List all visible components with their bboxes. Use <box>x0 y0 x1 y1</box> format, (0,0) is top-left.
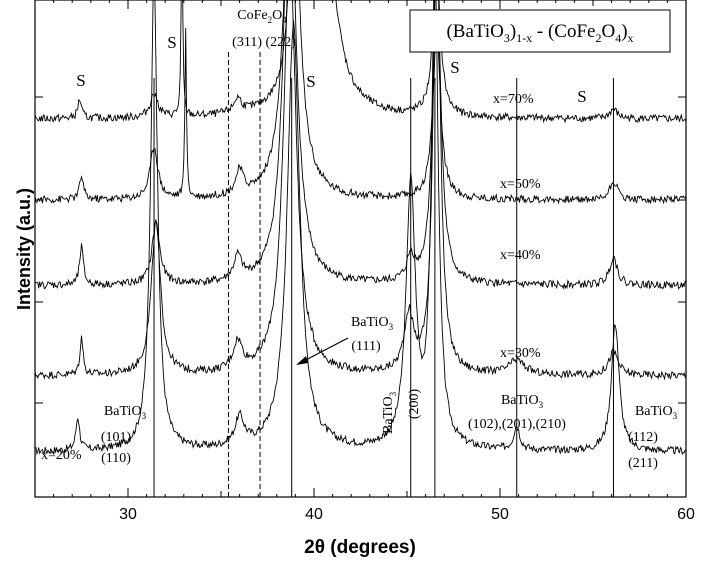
annotation-211: (211) <box>628 456 658 471</box>
annotation-200: (200) <box>407 389 422 420</box>
series-label-70: x=70% <box>493 92 534 107</box>
annotation-102-201-210: (102),(201),(210) <box>468 417 566 432</box>
series-line <box>35 0 686 381</box>
annotation-batio3-200: BaTiO3 <box>381 391 398 434</box>
annotation-110: (110) <box>101 451 131 466</box>
y-axis-label: Intensity (a.u.) <box>14 188 34 310</box>
series-layer <box>35 0 686 456</box>
series-line <box>35 0 686 124</box>
annotation-batio3-111: BaTiO3 <box>351 315 394 332</box>
annotation-s-2: S <box>167 33 176 52</box>
series-line <box>35 0 686 456</box>
series-line <box>35 0 686 290</box>
annotation-s-4: S <box>450 58 459 77</box>
reference-lines <box>153 52 614 497</box>
series-label-20: x=20% <box>41 448 82 463</box>
series-label-40: x=40% <box>500 248 541 263</box>
annotation-111: (111) <box>351 339 381 354</box>
annotation-batio3-102: BaTiO3 <box>501 393 544 410</box>
series-line <box>35 0 686 205</box>
annotation-s-1: S <box>76 71 85 90</box>
annotation-s-5: S <box>577 87 586 106</box>
annotation-cofe2o4: CoFe2O4 <box>237 8 287 25</box>
series-label-50: x=50% <box>500 177 541 192</box>
axis-layer: 30 40 50 60 <box>34 0 695 523</box>
title-box <box>409 9 671 53</box>
x-axis-label: 2θ (degrees) <box>304 537 416 558</box>
series-label-30: x=30% <box>500 346 541 361</box>
x-tick-label: 30 <box>119 506 137 523</box>
annotation-101: (101) <box>101 430 132 445</box>
x-tick-label: 40 <box>305 506 323 523</box>
annotation-s-3: S <box>306 72 315 91</box>
x-tick-label: 50 <box>491 506 509 523</box>
annotation-arrow-111 <box>299 337 349 364</box>
annotation-batio3-112: BaTiO3 <box>635 404 678 421</box>
annotation-arrowhead-111 <box>296 356 308 365</box>
chart-title: (BaTiO3)1-x - (CoFe2O4)x <box>446 21 633 45</box>
annotation-112: (112) <box>628 430 658 445</box>
annotation-cofe2o4-planes: (311) (222) <box>232 35 296 50</box>
x-tick-label: 60 <box>677 506 695 523</box>
annotation-batio3-101: BaTiO3 <box>104 404 147 421</box>
plot-frame <box>34 0 687 498</box>
